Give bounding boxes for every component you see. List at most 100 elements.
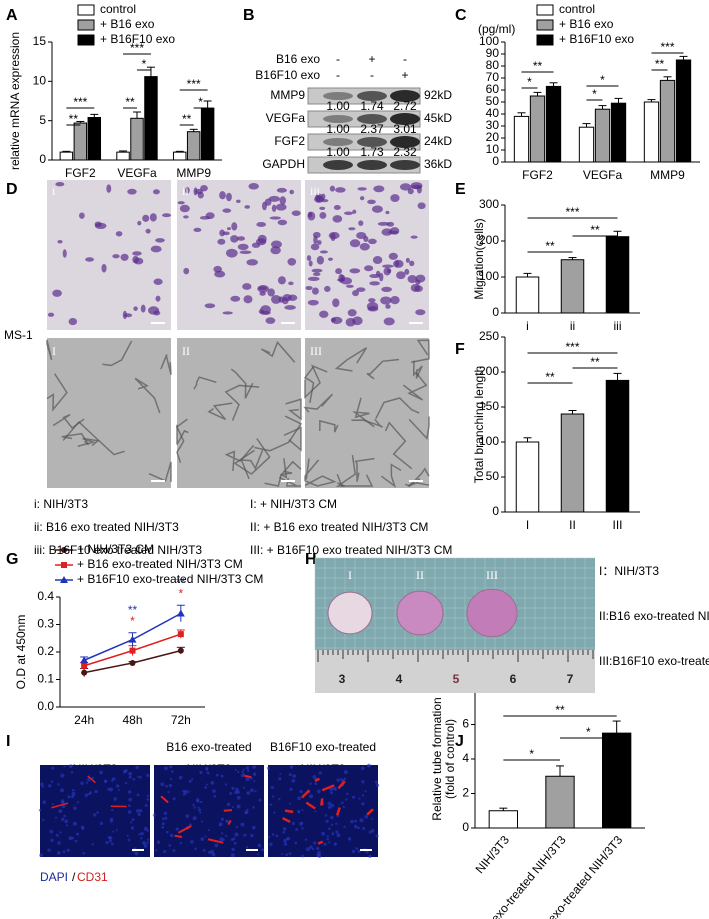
nucleus — [163, 849, 167, 854]
significance-label: * — [529, 747, 534, 761]
nucleus — [51, 766, 55, 770]
point — [61, 547, 67, 553]
nucleus — [366, 763, 371, 768]
nucleus — [67, 795, 71, 799]
nucleus — [140, 831, 144, 836]
nucleus — [152, 813, 156, 817]
tube — [62, 420, 125, 456]
cell — [68, 318, 78, 326]
nucleus — [179, 841, 182, 845]
nucleus — [66, 848, 70, 852]
image-label: I — [52, 344, 56, 358]
nucleus — [327, 801, 332, 806]
cell — [307, 211, 316, 221]
nucleus — [38, 808, 42, 812]
x-tick-label: MMP9 — [176, 166, 211, 180]
blot-band — [390, 90, 420, 102]
significance-label: *** — [73, 95, 87, 109]
vessel — [223, 809, 233, 812]
x-tick-label: I — [526, 518, 529, 532]
nucleus — [169, 777, 173, 781]
cell — [371, 205, 383, 213]
tube — [408, 416, 430, 441]
protein-label: MMP9 — [270, 88, 305, 102]
nucleus — [312, 775, 317, 779]
vessel — [51, 802, 69, 809]
nucleus — [210, 781, 215, 785]
nucleus — [192, 816, 197, 821]
tube — [285, 398, 302, 421]
cell — [106, 184, 112, 193]
nucleus — [294, 841, 298, 845]
cell — [289, 189, 295, 195]
nucleus — [127, 810, 132, 814]
y-tick-label: 0 — [492, 504, 499, 518]
nucleus — [146, 794, 150, 797]
nucleus — [85, 781, 89, 784]
nucleus — [252, 765, 256, 769]
nucleus — [200, 800, 203, 804]
nucleus — [360, 766, 365, 771]
nucleus — [254, 790, 257, 793]
nucleus — [371, 817, 374, 820]
vessel — [243, 774, 252, 779]
vessel — [314, 777, 320, 783]
nucleus — [288, 773, 292, 777]
vessel — [301, 789, 311, 799]
blot-band — [390, 136, 420, 148]
significance-label: ** — [182, 112, 192, 126]
cell — [270, 240, 282, 249]
nucleus — [292, 774, 296, 778]
vessel — [317, 840, 324, 845]
blot-band — [323, 138, 353, 146]
nucleus — [61, 817, 65, 822]
legend-label: + B16F10 exo — [559, 32, 634, 46]
y-axis-label: O.D at 450nm — [14, 615, 28, 690]
nucleus — [359, 818, 364, 823]
cell — [217, 238, 226, 245]
nucleus — [291, 778, 296, 783]
nucleus — [99, 821, 104, 825]
cell — [276, 187, 287, 193]
image-label: iii — [310, 184, 321, 198]
cell — [331, 317, 336, 323]
cell — [343, 211, 354, 216]
nucleus — [65, 824, 69, 827]
cell — [345, 284, 354, 288]
nucleus — [358, 797, 361, 800]
nucleus — [370, 828, 375, 833]
nucleus — [128, 775, 132, 779]
legend-swatch — [77, 4, 95, 16]
cell — [313, 272, 321, 277]
cell — [185, 186, 190, 194]
x-tick-label: i — [526, 319, 529, 333]
y-tick-label: 0 — [492, 154, 499, 168]
nucleus — [301, 854, 304, 858]
cell — [269, 216, 281, 220]
tube — [176, 418, 188, 463]
nucleus — [204, 786, 208, 789]
nucleus — [92, 813, 97, 817]
x-tick-label: VEGFa — [117, 166, 157, 180]
cell — [315, 193, 323, 203]
nucleus — [111, 777, 116, 781]
nucleus — [72, 821, 77, 826]
cell — [388, 252, 398, 260]
bar — [172, 151, 187, 161]
nucleus — [109, 787, 114, 792]
nucleus — [283, 842, 288, 846]
cell — [377, 221, 390, 226]
nucleus — [323, 842, 327, 846]
nucleus — [68, 836, 73, 841]
nucleus — [130, 821, 133, 824]
significance-label: * — [142, 57, 147, 71]
nucleus — [342, 806, 345, 809]
cell — [415, 309, 426, 316]
nucleus — [68, 764, 73, 768]
cell — [356, 232, 367, 239]
nucleus — [171, 770, 174, 773]
cell — [204, 303, 216, 309]
tube — [134, 377, 161, 414]
nucleus — [188, 779, 192, 783]
bar — [560, 259, 585, 314]
